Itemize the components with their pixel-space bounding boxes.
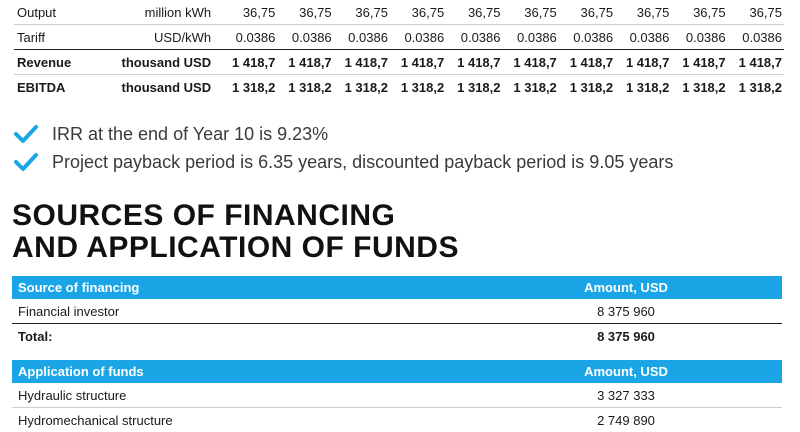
cell-value: 0.0386 xyxy=(559,25,615,50)
cell-value: 0.0386 xyxy=(334,25,390,50)
output-row: Output million kWh 36,75 36,75 36,75 36,… xyxy=(14,0,784,25)
cell-value: 36,75 xyxy=(277,0,333,25)
row-label: Output xyxy=(14,0,97,25)
cell-value: 0.0386 xyxy=(615,25,671,50)
total-row: Total: 8 375 960 xyxy=(12,324,782,349)
bullet-item-payback: Project payback period is 6.35 years, di… xyxy=(14,148,673,176)
key-metrics-list: IRR at the end of Year 10 is 9.23% Proje… xyxy=(14,120,673,176)
cell-value: 36,75 xyxy=(390,0,446,25)
cell-value: 1 318,2 xyxy=(615,75,671,100)
total-amount: 8 375 960 xyxy=(470,324,782,349)
bullet-text: IRR at the end of Year 10 is 9.23% xyxy=(52,124,328,145)
application-amount: 3 327 333 xyxy=(470,383,782,408)
table-row: Hydraulic structure 3 327 333 xyxy=(12,383,782,408)
cell-value: 36,75 xyxy=(671,0,727,25)
cell-value: 1 418,7 xyxy=(446,50,502,75)
amount-column-header: Amount, USD xyxy=(470,276,782,299)
bullet-item-irr: IRR at the end of Year 10 is 9.23% xyxy=(14,120,673,148)
source-name: Financial investor xyxy=(12,299,470,324)
tariff-row: Tariff USD/kWh 0.0386 0.0386 0.0386 0.03… xyxy=(14,25,784,50)
cell-value: 1 418,7 xyxy=(390,50,446,75)
row-label: Revenue xyxy=(14,50,97,75)
cell-value: 1 418,7 xyxy=(559,50,615,75)
cell-value: 1 318,2 xyxy=(221,75,277,100)
cell-value: 1 418,7 xyxy=(671,50,727,75)
cell-value: 1 318,2 xyxy=(559,75,615,100)
revenue-row: Revenue thousand USD 1 418,7 1 418,7 1 4… xyxy=(14,50,784,75)
cell-value: 36,75 xyxy=(334,0,390,25)
cell-value: 36,75 xyxy=(503,0,559,25)
row-unit: million kWh xyxy=(97,0,221,25)
cell-value: 1 318,2 xyxy=(390,75,446,100)
applications-header-row: Application of funds Amount, USD xyxy=(12,360,782,383)
heading-line-2: AND APPLICATION OF FUNDS xyxy=(12,232,459,264)
performance-table: Output million kWh 36,75 36,75 36,75 36,… xyxy=(14,0,784,99)
cell-value: 0.0386 xyxy=(277,25,333,50)
application-column-header: Application of funds xyxy=(12,360,470,383)
section-heading: SOURCES OF FINANCING AND APPLICATION OF … xyxy=(12,200,459,264)
cell-value: 36,75 xyxy=(559,0,615,25)
source-column-header: Source of financing xyxy=(12,276,470,299)
cell-value: 0.0386 xyxy=(728,25,784,50)
total-label: Total: xyxy=(12,324,470,349)
cell-value: 36,75 xyxy=(446,0,502,25)
cell-value: 36,75 xyxy=(615,0,671,25)
bullet-text: Project payback period is 6.35 years, di… xyxy=(52,152,673,173)
row-unit: thousand USD xyxy=(97,75,221,100)
row-label: EBITDA xyxy=(14,75,97,100)
cell-value: 1 418,7 xyxy=(728,50,784,75)
row-label: Tariff xyxy=(14,25,97,50)
cell-value: 1 318,2 xyxy=(446,75,502,100)
row-unit: thousand USD xyxy=(97,50,221,75)
cell-value: 1 418,7 xyxy=(221,50,277,75)
ebitda-row: EBITDA thousand USD 1 318,2 1 318,2 1 31… xyxy=(14,75,784,100)
amount-column-header: Amount, USD xyxy=(470,360,782,383)
cell-value: 1 418,7 xyxy=(503,50,559,75)
sources-header-row: Source of financing Amount, USD xyxy=(12,276,782,299)
cell-value: 0.0386 xyxy=(390,25,446,50)
cell-value: 1 318,2 xyxy=(728,75,784,100)
cell-value: 0.0386 xyxy=(503,25,559,50)
cell-value: 0.0386 xyxy=(221,25,277,50)
cell-value: 1 318,2 xyxy=(277,75,333,100)
cell-value: 1 318,2 xyxy=(503,75,559,100)
heading-line-1: SOURCES OF FINANCING xyxy=(12,200,459,232)
source-amount: 8 375 960 xyxy=(470,299,782,324)
cell-value: 1 418,7 xyxy=(277,50,333,75)
sources-table: Source of financing Amount, USD Financia… xyxy=(12,276,782,348)
applications-table: Application of funds Amount, USD Hydraul… xyxy=(12,360,782,432)
application-name: Hydraulic structure xyxy=(12,383,470,408)
checkmark-icon xyxy=(14,152,38,172)
cell-value: 1 418,7 xyxy=(334,50,390,75)
cell-value: 0.0386 xyxy=(446,25,502,50)
cell-value: 0.0386 xyxy=(671,25,727,50)
cell-value: 36,75 xyxy=(728,0,784,25)
table-row: Financial investor 8 375 960 xyxy=(12,299,782,324)
cell-value: 1 318,2 xyxy=(671,75,727,100)
cell-value: 1 418,7 xyxy=(615,50,671,75)
cell-value: 36,75 xyxy=(221,0,277,25)
checkmark-icon xyxy=(14,124,38,144)
row-unit: USD/kWh xyxy=(97,25,221,50)
cell-value: 1 318,2 xyxy=(334,75,390,100)
